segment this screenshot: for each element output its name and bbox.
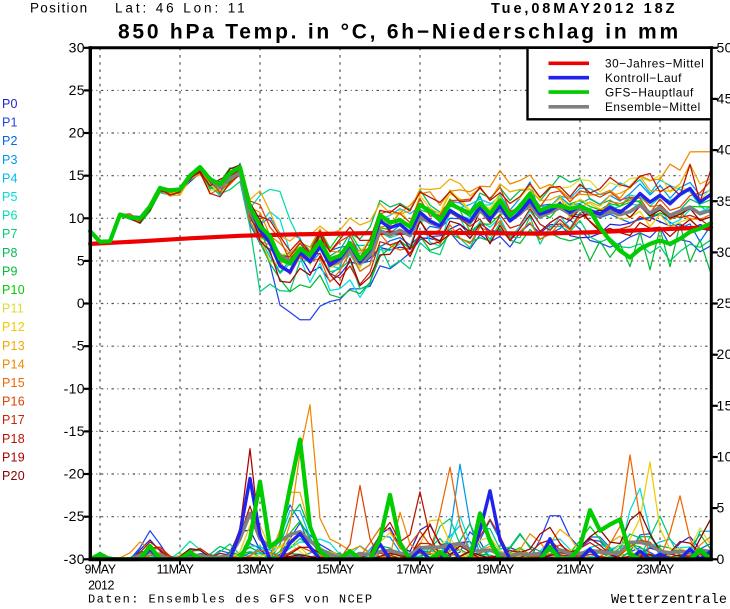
svg-text:50: 50 [717,39,730,55]
svg-text:Tue,08MAY2012 18Z: Tue,08MAY2012 18Z [491,1,677,17]
svg-text:0: 0 [717,551,725,567]
svg-text:30: 30 [717,244,730,260]
svg-text:P2: P2 [2,134,18,148]
svg-text:-5: -5 [72,338,85,354]
svg-text:5: 5 [77,252,85,268]
svg-text:P16: P16 [2,395,25,409]
svg-text:15: 15 [717,397,730,413]
svg-text:GFS−Hauptlauf: GFS−Hauptlauf [605,85,694,99]
svg-text:P5: P5 [2,190,18,204]
svg-text:23MAY: 23MAY [636,563,675,577]
svg-text:P0: P0 [2,97,18,111]
svg-text:P12: P12 [2,320,25,334]
svg-text:Wetterzentrale: Wetterzentrale [611,593,727,608]
svg-text:15MAY: 15MAY [316,563,355,577]
svg-text:30−Jahres−Mittel: 30−Jahres−Mittel [605,57,704,71]
svg-text:P8: P8 [2,246,18,260]
svg-text:2012: 2012 [88,579,114,593]
svg-text:P3: P3 [2,153,18,167]
svg-text:25: 25 [69,82,85,98]
svg-text:P10: P10 [2,283,25,297]
svg-text:P19: P19 [2,450,25,464]
svg-text:P7: P7 [2,227,18,241]
svg-text:5: 5 [717,500,725,516]
svg-text:850 hPa Temp. in °C, 6h−Nieder: 850 hPa Temp. in °C, 6h−Niederschlag in … [118,21,681,44]
svg-text:11MAY: 11MAY [157,563,195,577]
svg-text:30: 30 [69,39,85,55]
svg-text:Ensemble−Mittel: Ensemble−Mittel [605,100,701,114]
svg-text:P20: P20 [2,469,25,483]
svg-text:45: 45 [717,90,730,106]
svg-text:0: 0 [77,295,85,311]
svg-text:Position: Position [30,1,88,16]
svg-text:35: 35 [717,193,730,209]
svg-text:9MAY: 9MAY [84,563,116,577]
svg-text:19MAY: 19MAY [476,563,515,577]
svg-text:-20: -20 [64,466,85,482]
svg-text:17MAY: 17MAY [396,563,435,577]
svg-text:-10: -10 [64,380,85,396]
svg-text:20: 20 [717,346,730,362]
svg-text:25: 25 [717,295,730,311]
svg-text:P6: P6 [2,209,18,223]
svg-text:10: 10 [69,210,85,226]
svg-text:20: 20 [69,125,85,141]
svg-text:Lat: 46 Lon: 11: Lat: 46 Lon: 11 [115,1,248,16]
svg-text:10: 10 [717,449,730,465]
svg-text:P11: P11 [2,302,24,316]
svg-text:Kontroll−Lauf: Kontroll−Lauf [605,71,682,85]
svg-text:13MAY: 13MAY [236,563,275,577]
svg-text:P17: P17 [2,413,25,427]
svg-text:21MAY: 21MAY [556,563,595,577]
svg-text:P9: P9 [2,264,18,278]
svg-text:40: 40 [717,142,730,158]
svg-text:15: 15 [69,167,85,183]
svg-text:-25: -25 [64,508,85,524]
svg-text:P14: P14 [2,357,25,371]
svg-text:-15: -15 [64,423,85,439]
svg-text:Daten: Ensembles des GFS von N: Daten: Ensembles des GFS von NCEP [88,593,374,607]
svg-text:P1: P1 [2,116,18,130]
svg-text:P15: P15 [2,376,25,390]
svg-text:P18: P18 [2,432,25,446]
svg-text:P13: P13 [2,339,25,353]
svg-text:P4: P4 [2,171,18,185]
svg-text:-30: -30 [64,551,85,567]
